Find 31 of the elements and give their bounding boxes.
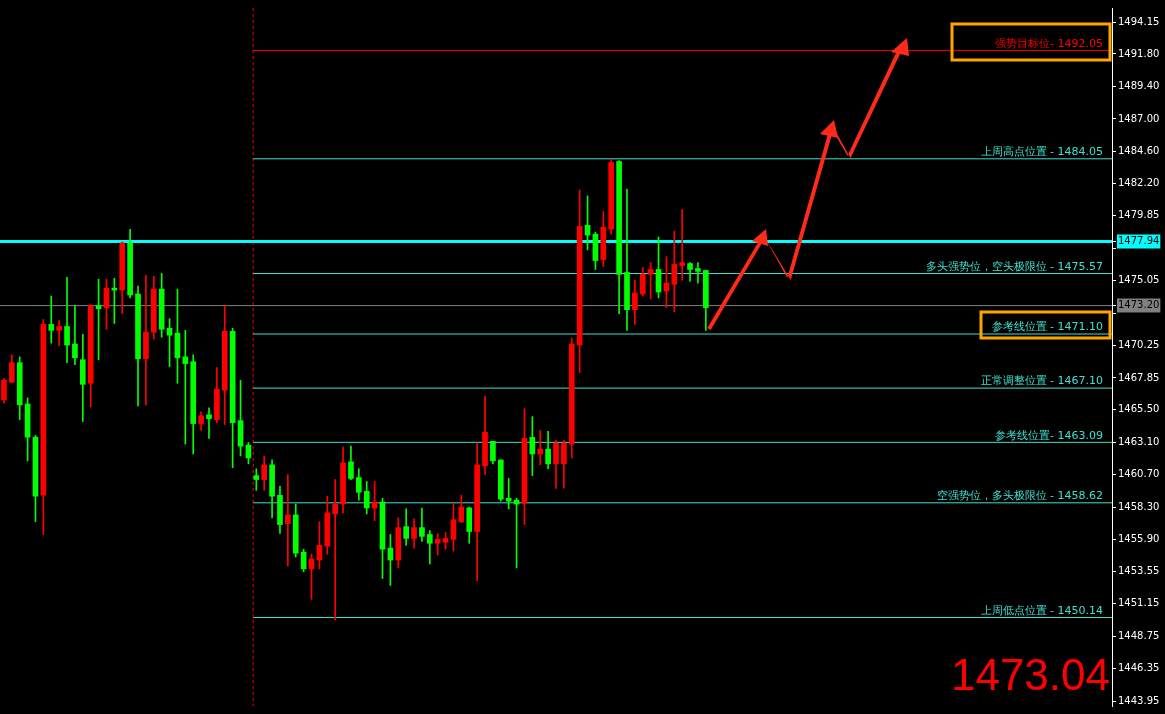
ref-line-label: 参考线位置- 1463.09	[995, 428, 1103, 442]
y-tick-label: 1491.80	[1118, 47, 1160, 59]
ref-line-label: 上周低点位置 - 1450.14	[980, 603, 1103, 617]
y-tick-label: 1470.25	[1118, 339, 1160, 351]
y-tick-label: 1467.85	[1118, 371, 1160, 383]
y-tick-label: 1460.70	[1118, 468, 1160, 480]
y-tick-label: 1475.05	[1118, 274, 1160, 286]
ref-line-label: 强势目标位- 1492.05	[995, 36, 1103, 50]
y-tick-label: 1465.50	[1118, 403, 1160, 415]
y-tick-label: 1451.15	[1118, 597, 1160, 609]
y-tick-label: 1443.95	[1118, 694, 1160, 706]
y-tick-label: 1458.30	[1118, 500, 1160, 512]
y-tick-label: 1487.00	[1118, 112, 1160, 124]
ref-line-label: 正常调整位置 - 1467.10	[980, 374, 1103, 388]
y-tick-label: 1479.85	[1118, 209, 1160, 221]
y-tick-label: 1484.60	[1118, 144, 1160, 156]
y-tick-label: 1448.75	[1118, 629, 1160, 641]
annotation: 1473.04	[950, 650, 1110, 700]
y-tick-label: 1489.40	[1118, 80, 1160, 92]
y-tick-label: 1477.94	[1118, 235, 1160, 247]
ref-line-label: 上周高点位置 - 1484.05	[980, 145, 1103, 159]
y-tick-label: 1494.15	[1118, 15, 1160, 27]
ref-line-label: 多头强势位，空头极限位 - 1475.57	[925, 259, 1103, 273]
y-tick-label: 1473.20	[1118, 299, 1160, 311]
y-tick-label: 1463.10	[1118, 435, 1160, 447]
ref-line-label: 参考线位置 - 1471.10	[991, 320, 1103, 334]
ref-line-label: 空强势位，多头极限位 - 1458.62	[936, 489, 1103, 503]
y-tick-label: 1453.55	[1118, 565, 1160, 576]
y-tick-label: 1482.20	[1118, 177, 1160, 189]
y-tick-label: 1446.35	[1118, 662, 1160, 674]
y-tick-label: 1455.90	[1118, 533, 1160, 545]
